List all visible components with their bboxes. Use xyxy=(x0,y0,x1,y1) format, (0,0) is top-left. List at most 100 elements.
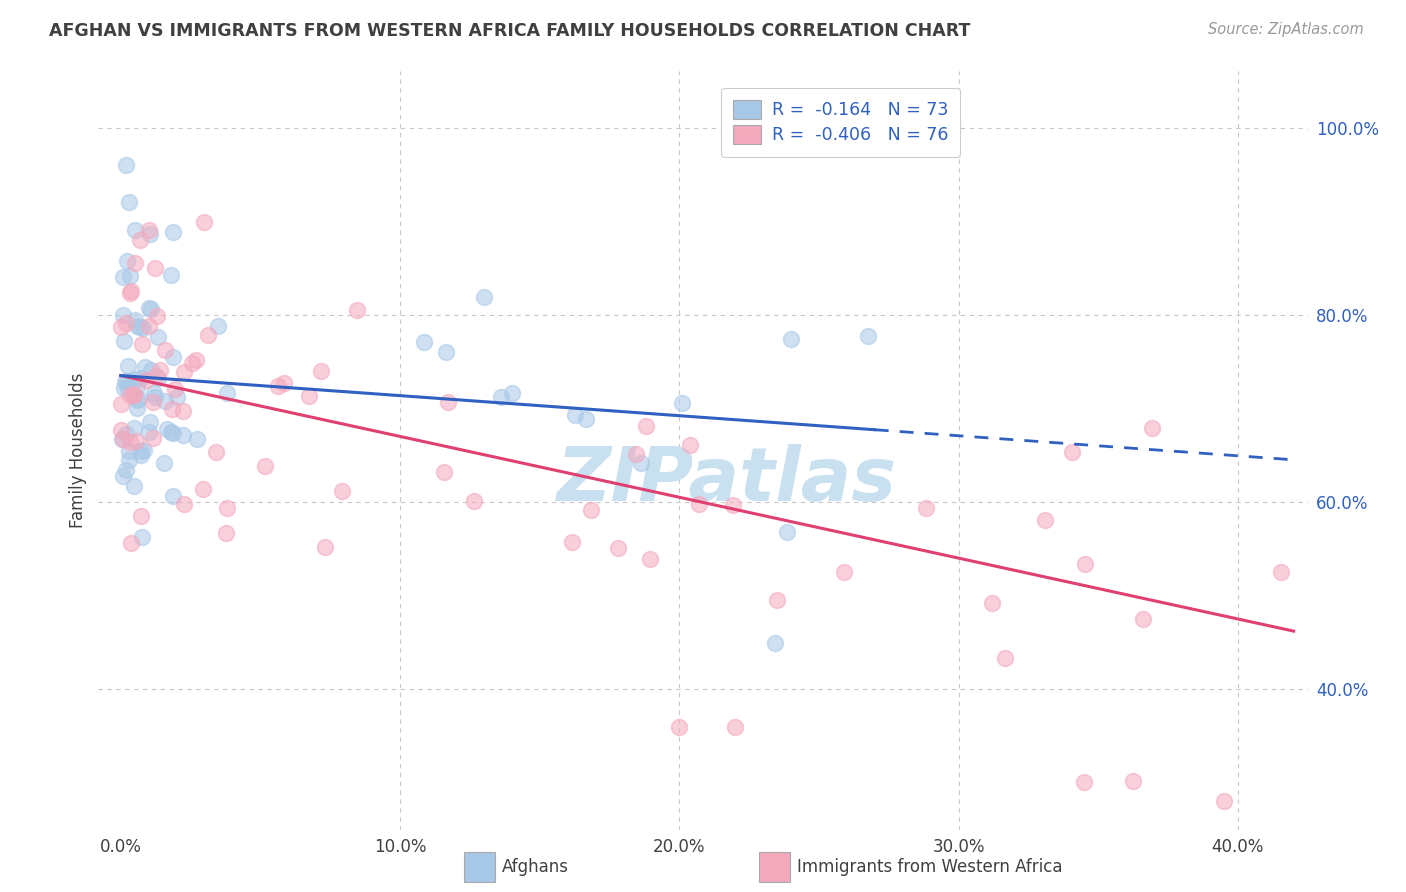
Point xyxy=(118,453,141,467)
Point xyxy=(162,226,184,240)
Point xyxy=(463,494,485,508)
Point xyxy=(489,390,512,404)
Point xyxy=(129,371,152,385)
Point xyxy=(679,438,702,452)
Point xyxy=(110,397,132,411)
Point xyxy=(162,425,184,440)
Point xyxy=(155,422,177,436)
Point xyxy=(148,371,170,385)
Point xyxy=(309,364,332,378)
Point xyxy=(114,381,136,395)
Point xyxy=(124,256,146,270)
Point xyxy=(1212,795,1234,809)
Point xyxy=(112,469,135,483)
Point xyxy=(117,359,139,374)
Point xyxy=(122,388,145,402)
Point xyxy=(433,465,456,479)
Point xyxy=(120,284,142,298)
Point xyxy=(124,434,146,449)
Point xyxy=(112,334,135,348)
Text: Afghans: Afghans xyxy=(502,858,569,876)
Point xyxy=(138,301,160,315)
Point xyxy=(273,376,295,390)
Point xyxy=(579,503,602,517)
Point xyxy=(668,720,690,734)
Point xyxy=(118,444,141,458)
Point xyxy=(153,343,176,357)
Point xyxy=(139,227,162,241)
Point xyxy=(115,374,138,388)
Point xyxy=(134,359,156,374)
Point xyxy=(118,388,141,402)
Point xyxy=(186,432,208,446)
Point xyxy=(914,501,936,516)
Point xyxy=(114,427,136,442)
Point xyxy=(145,390,167,404)
Point xyxy=(763,636,786,650)
Point xyxy=(129,509,152,524)
Point xyxy=(186,353,208,368)
Point xyxy=(413,334,436,349)
Point xyxy=(120,535,142,549)
Point xyxy=(138,425,160,439)
Point xyxy=(128,392,150,406)
Point xyxy=(162,350,184,364)
Point xyxy=(112,270,135,285)
Point xyxy=(215,525,238,540)
Point xyxy=(146,309,169,323)
Point xyxy=(434,345,457,359)
FancyBboxPatch shape xyxy=(759,853,790,881)
Point xyxy=(332,483,354,498)
Text: ZIPatlas: ZIPatlas xyxy=(557,444,897,517)
Point xyxy=(114,462,136,476)
Point xyxy=(120,286,142,301)
Point xyxy=(1073,775,1095,789)
Point xyxy=(112,308,135,322)
Point xyxy=(266,379,288,393)
Point xyxy=(217,386,239,401)
Point xyxy=(115,254,138,268)
Point xyxy=(626,447,648,461)
Point xyxy=(159,268,181,282)
Text: AFGHAN VS IMMIGRANTS FROM WESTERN AFRICA FAMILY HOUSEHOLDS CORRELATION CHART: AFGHAN VS IMMIGRANTS FROM WESTERN AFRICA… xyxy=(49,22,970,40)
Point xyxy=(124,223,146,237)
Point xyxy=(671,396,693,410)
Point xyxy=(180,356,202,370)
Point xyxy=(254,458,277,473)
Point xyxy=(114,375,136,389)
Point xyxy=(129,320,152,334)
Point xyxy=(205,444,228,458)
Point xyxy=(981,596,1004,610)
Text: Source: ZipAtlas.com: Source: ZipAtlas.com xyxy=(1208,22,1364,37)
Point xyxy=(215,500,238,515)
Point xyxy=(110,424,132,438)
Point xyxy=(149,363,172,377)
Point xyxy=(472,290,495,304)
Point xyxy=(575,412,598,426)
Point xyxy=(314,540,336,554)
Point xyxy=(120,435,142,450)
Point xyxy=(122,386,145,401)
Point xyxy=(630,456,652,470)
Point xyxy=(1033,513,1056,527)
Point xyxy=(125,380,148,394)
Point xyxy=(724,720,747,734)
Point xyxy=(125,401,148,416)
Point xyxy=(780,332,803,346)
Point xyxy=(132,321,155,335)
Point xyxy=(145,369,167,384)
Point xyxy=(131,336,153,351)
Point xyxy=(118,269,141,284)
Point xyxy=(1270,565,1292,579)
Point xyxy=(994,651,1017,665)
Point xyxy=(127,318,149,333)
Point xyxy=(173,497,195,511)
Point xyxy=(146,330,169,344)
Point xyxy=(346,303,368,318)
Point xyxy=(115,316,138,330)
Point xyxy=(143,261,166,276)
Point xyxy=(111,432,134,446)
Point xyxy=(142,395,165,409)
Point xyxy=(832,566,855,580)
Point xyxy=(197,327,219,342)
